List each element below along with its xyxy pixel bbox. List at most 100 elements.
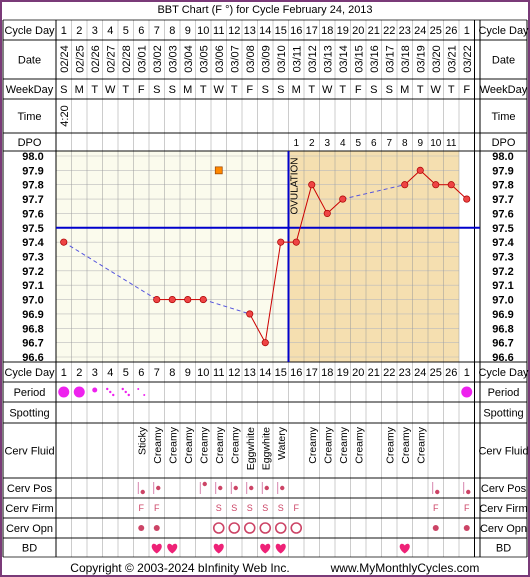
cerv-pos-dot	[218, 485, 223, 491]
cycle-day-number: 11	[213, 25, 224, 37]
y-tick-label-right: 96.8	[492, 323, 513, 335]
cycle-day-number: 12	[228, 367, 240, 379]
cycle-day-number: 2	[76, 367, 82, 379]
cycle-day-number: 26	[445, 25, 457, 37]
cerv-opn-closed	[432, 525, 439, 531]
dpo-number: 2	[309, 138, 315, 149]
y-tick-label-right: 96.9	[492, 309, 513, 321]
date-label: 02/26	[90, 45, 102, 73]
row-label-right-bd: BD	[496, 543, 511, 555]
cycle-day-number: 24	[414, 367, 426, 379]
weekday-label: T	[448, 84, 455, 96]
y-tick-label-right: 97.0	[492, 295, 513, 307]
cycle-day-number: 12	[228, 25, 240, 37]
cycle-day-number: 21	[368, 25, 380, 37]
cerv-fluid-label: Creamy	[229, 426, 241, 464]
date-label: 03/06	[214, 45, 226, 73]
weekday-label: T	[122, 84, 129, 96]
temperature-point	[277, 238, 285, 246]
dpo-number: 9	[417, 138, 423, 149]
temperature-point	[463, 195, 471, 203]
y-tick-label-right: 97.5	[492, 223, 513, 235]
row-label-weekday: WeekDay	[6, 84, 54, 96]
row-label-date: Date	[18, 55, 41, 67]
cycle-day-number: 7	[154, 367, 160, 379]
temperature-segment	[311, 184, 328, 214]
cycle-day-number: 3	[92, 25, 98, 37]
cerv-firm-letter: F	[154, 503, 160, 513]
weekday-label: T	[200, 84, 207, 96]
cerv-opn-closed	[153, 525, 160, 531]
cycle-day-number: 4	[107, 367, 113, 379]
temperature-gap-segment	[63, 241, 158, 300]
cerv-fluid-label: Watery	[276, 426, 288, 460]
cycle-day-number: 7	[154, 25, 160, 37]
temperature-gap-segment	[203, 299, 250, 315]
period-medium-dot	[92, 387, 98, 393]
cerv-fluid-label: Creamy	[384, 426, 396, 464]
row-label-dpo: DPO	[18, 137, 42, 149]
y-tick-label-right: 97.1	[492, 280, 513, 292]
period-spotting-dot	[137, 388, 140, 390]
weekday-label: S	[169, 84, 176, 96]
cerv-opn-closed	[138, 525, 145, 531]
period-light-dot	[124, 390, 127, 394]
cycle-day-number: 15	[275, 25, 287, 37]
y-tick-label-right: 96.7	[492, 338, 513, 350]
site-link[interactable]: www.MyMonthlyCycles.com	[330, 561, 480, 575]
y-tick-label-right: 96.6	[492, 352, 513, 364]
y-tick-label: 97.6	[22, 208, 43, 220]
row-label-right-period: Period	[488, 387, 520, 399]
weekday-label: S	[277, 84, 284, 96]
y-tick-label-right: 97.8	[492, 180, 513, 192]
cerv-firm-letter: F	[294, 503, 300, 513]
period-light-dot	[106, 387, 109, 391]
discarded-temperature-marker	[214, 166, 223, 175]
cerv-pos-dot	[140, 489, 145, 495]
cycle-day-number: 22	[383, 25, 395, 37]
cycle-day-number: 8	[169, 367, 175, 379]
cerv-fluid-label: Creamy	[183, 426, 195, 464]
dpo-number: 5	[355, 138, 361, 149]
date-label: 03/10	[276, 45, 288, 73]
bd-heart-icon	[151, 543, 162, 554]
cerv-pos-dot	[435, 489, 440, 495]
y-tick-label-right: 97.4	[492, 237, 514, 249]
date-label: 03/17	[384, 45, 396, 73]
cerv-fluid-label: Eggwhite	[245, 427, 257, 470]
cerv-firm-letter: S	[231, 503, 237, 513]
row-label-time: Time	[17, 111, 41, 123]
temperature-point	[199, 296, 207, 304]
cycle-day-number: 8	[169, 25, 175, 37]
row-label-right-cerv-fluid: Cerv Fluid	[478, 446, 528, 458]
cycle-day-number: 5	[123, 25, 129, 37]
date-label: 03/03	[167, 45, 179, 73]
cycle-day-number: 16	[290, 25, 302, 37]
cerv-fluid-label: Creamy	[167, 426, 179, 464]
row-label-right-date: Date	[492, 55, 515, 67]
dpo-number: 8	[402, 138, 408, 149]
row-label-right-cycle-day: Cycle Day	[478, 25, 529, 37]
period-light-dot	[109, 390, 112, 394]
y-tick-label-right: 97.3	[492, 252, 513, 264]
cycle-day-number: 1	[464, 25, 470, 37]
date-label: 03/19	[415, 45, 427, 73]
cerv-fluid-label: Sticky	[136, 426, 148, 455]
cerv-firm-letter: S	[216, 503, 222, 513]
cerv-firm-letter: F	[464, 503, 470, 513]
date-label: 03/22	[462, 45, 474, 73]
cerv-opn-open	[274, 522, 287, 534]
cerv-fluid-label: Creamy	[152, 426, 164, 464]
row-label-cerv-firm: Cerv Firm	[5, 503, 53, 515]
y-tick-label: 97.8	[22, 180, 43, 192]
cycle-day-number: 3	[92, 367, 98, 379]
date-label: 03/08	[245, 45, 257, 73]
weekday-label: M	[292, 84, 301, 96]
temperature-point	[416, 166, 424, 174]
cycle-day-number: 25	[430, 367, 442, 379]
cerv-fluid-label: Creamy	[322, 426, 334, 464]
date-label: 03/02	[152, 45, 164, 73]
y-tick-label: 96.6	[22, 352, 43, 364]
y-tick-label-right: 97.6	[492, 208, 513, 220]
cerv-pos-dot	[466, 489, 471, 495]
